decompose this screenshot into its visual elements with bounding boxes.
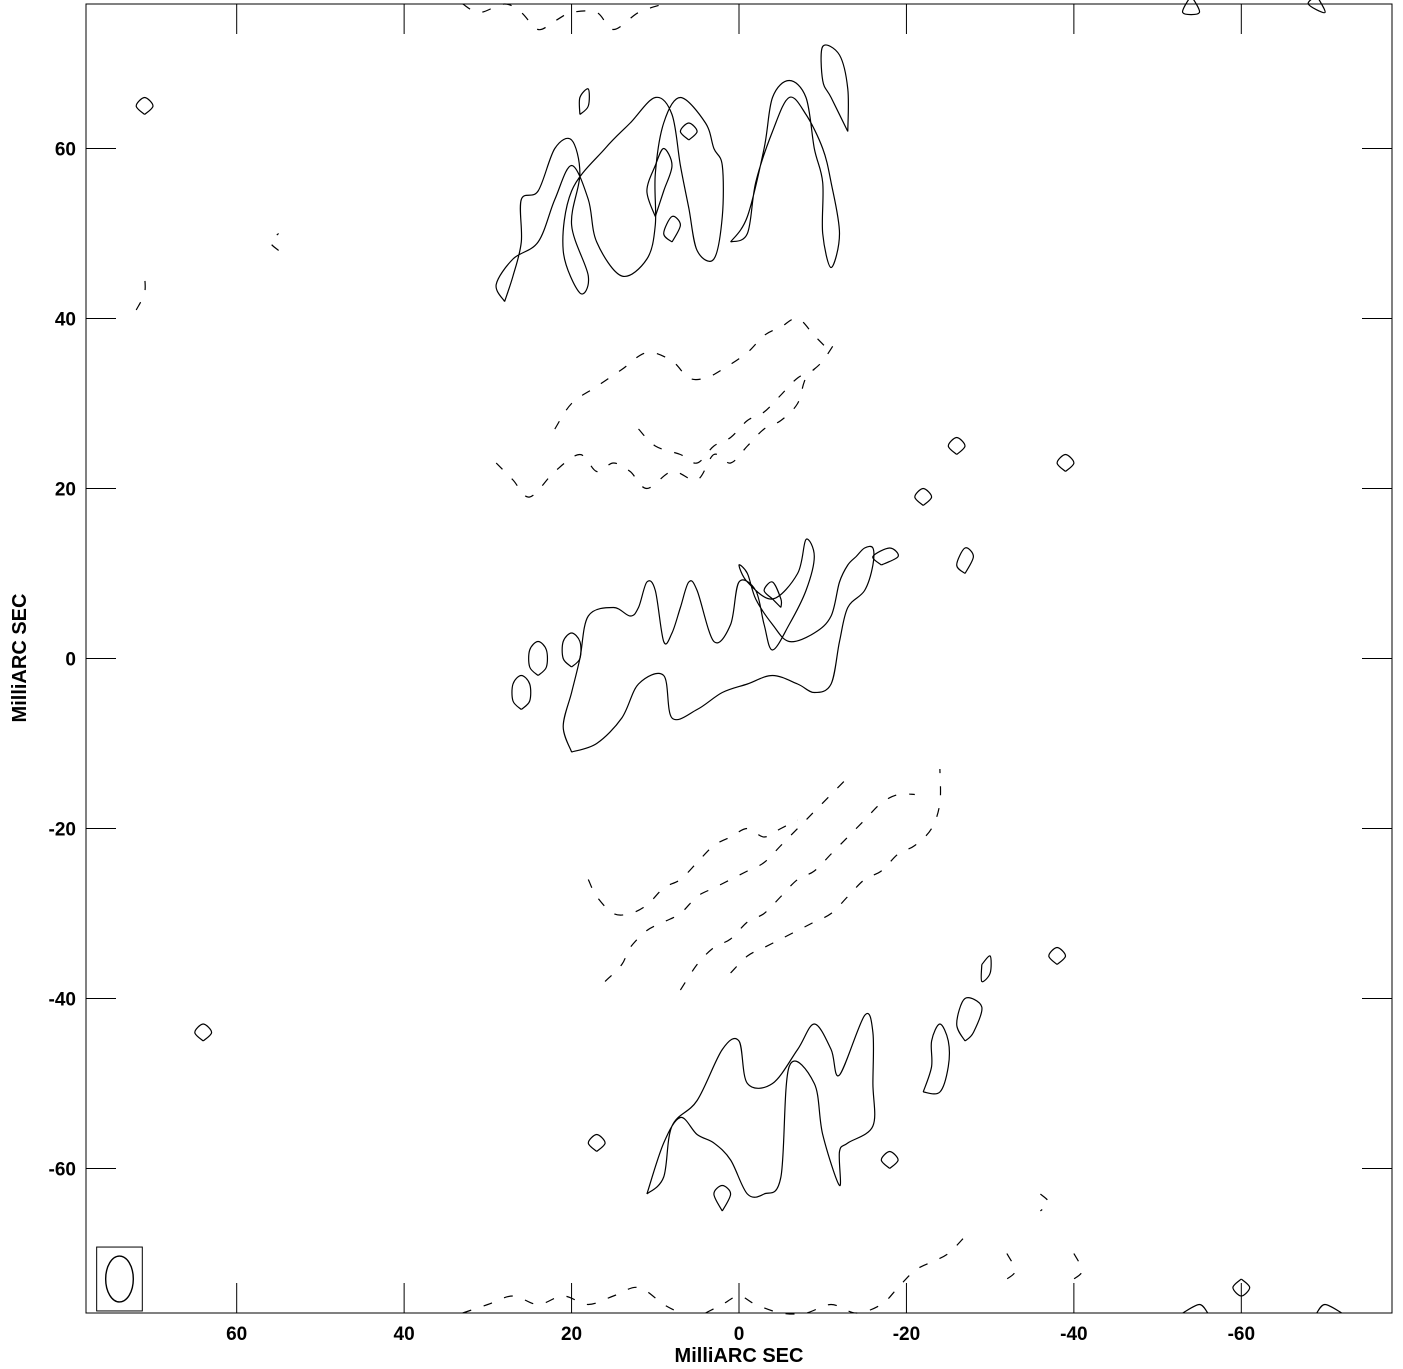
beam-ellipse [104, 1255, 135, 1303]
positive-contour [663, 215, 682, 243]
contours [135, 0, 1343, 1315]
x-tick-label: 20 [561, 1324, 582, 1345]
negative-contour [638, 368, 815, 464]
positive-contour [587, 1133, 606, 1152]
positive-contour [495, 96, 724, 302]
negative-contour [679, 793, 915, 991]
negative-contour [1006, 1253, 1016, 1280]
y-tick-label: -40 [49, 990, 76, 1011]
x-tick-label: 0 [734, 1324, 745, 1345]
x-tick-label: 60 [226, 1324, 247, 1345]
axis-ticks: 60 40 20 0 -20 -40 -60 60 40 20 0 -20 -40 -60 [49, 4, 1392, 1345]
negative-contour [587, 819, 798, 916]
negative-contour [1039, 1193, 1050, 1212]
positive-contour [528, 640, 549, 676]
positive-contour [679, 122, 698, 141]
positive-contour [1316, 1303, 1343, 1314]
y-tick-label: 0 [65, 650, 76, 671]
positive-contour [511, 674, 532, 710]
negative-contour [1073, 1253, 1083, 1280]
positive-contour [646, 147, 673, 217]
positive-contour [1048, 946, 1067, 965]
beam-frame [96, 1246, 143, 1312]
negative-contour [269, 233, 280, 251]
positive-contour [947, 436, 966, 455]
positive-contour [956, 997, 983, 1042]
positive-contour [561, 632, 582, 668]
negative-contour [495, 335, 840, 498]
positive-contour [880, 1150, 899, 1169]
negative-contour [705, 1236, 966, 1315]
positive-contour [646, 1012, 876, 1198]
positive-contour [562, 538, 875, 753]
positive-contour [922, 1023, 950, 1095]
y-tick-label: 40 [55, 310, 76, 331]
y-tick-label: -20 [49, 820, 76, 841]
x-tick-label: -60 [1228, 1324, 1255, 1345]
positive-contour [956, 547, 975, 574]
positive-contour [820, 44, 850, 132]
positive-contour [980, 955, 992, 983]
negative-contour [554, 317, 832, 430]
positive-contour [872, 547, 899, 566]
positive-contour [1307, 0, 1326, 14]
positive-contour [713, 1184, 732, 1212]
negative-contour [135, 275, 146, 311]
positive-contour [1182, 0, 1201, 16]
positive-contour [1056, 453, 1075, 472]
x-axis-title: MilliARC SEC [675, 1345, 804, 1367]
positive-contour [914, 487, 933, 506]
x-tick-label: 40 [394, 1324, 415, 1345]
y-tick-label: 20 [55, 480, 76, 501]
positive-contour [730, 79, 841, 269]
beam-box [96, 1246, 143, 1312]
y-axis-title: MilliARC SEC [9, 594, 31, 723]
positive-contour [194, 1023, 213, 1042]
plot-frame [85, 3, 1393, 1314]
positive-contour [763, 581, 783, 608]
negative-contour [462, 1286, 681, 1314]
negative-contour [604, 777, 849, 982]
x-tick-label: -20 [893, 1324, 920, 1345]
negative-contour [462, 3, 664, 31]
positive-contour [578, 88, 590, 115]
x-tick-label: -40 [1060, 1324, 1087, 1345]
positive-contour [1182, 1303, 1209, 1314]
negative-contour [730, 768, 942, 974]
positive-contour [135, 96, 154, 115]
y-tick-label: -60 [49, 1160, 76, 1181]
y-tick-label: 60 [55, 140, 76, 161]
